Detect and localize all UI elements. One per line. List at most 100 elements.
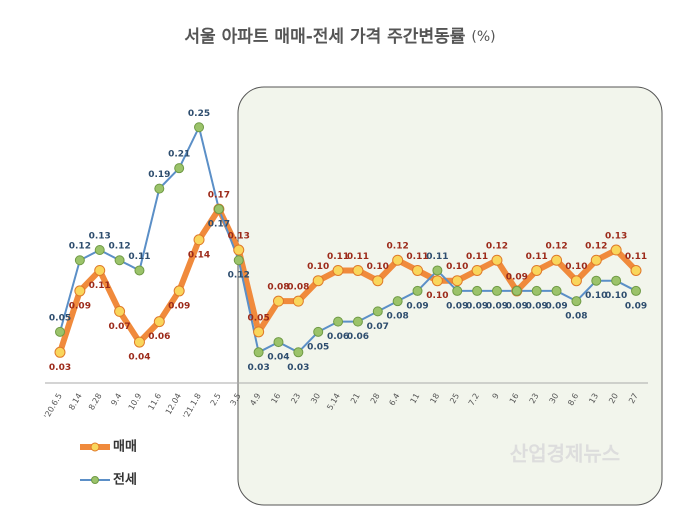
value-label: 0.07	[367, 322, 389, 332]
x-tick-label: 23	[289, 392, 302, 405]
marker	[570, 275, 582, 287]
x-tick-label: 9.4	[109, 392, 123, 408]
value-label: 0.08	[267, 283, 289, 293]
marker	[194, 122, 205, 133]
value-label: 0.07	[108, 322, 130, 332]
value-label: 0.09	[168, 301, 190, 311]
marker	[312, 275, 324, 287]
marker	[352, 316, 363, 327]
marker	[352, 264, 364, 276]
marker	[55, 326, 65, 337]
x-tick-label: 11	[409, 392, 422, 405]
x-tick-label: 30	[309, 392, 322, 405]
value-label: 0.13	[605, 232, 627, 242]
watermark: 산업경제뉴스	[510, 442, 620, 466]
marker	[134, 265, 145, 276]
value-label: 0.11	[406, 252, 428, 262]
x-tick-label: 9	[491, 392, 501, 401]
value-label: 0.05	[248, 313, 270, 323]
value-label: 0.12	[486, 242, 508, 252]
marker	[412, 264, 424, 276]
marker	[372, 306, 383, 317]
marker	[590, 254, 602, 266]
x-tick-label: 8.14	[67, 392, 84, 412]
value-label: 0.09	[526, 301, 548, 311]
marker	[233, 244, 245, 256]
marker	[551, 285, 562, 296]
marker	[54, 346, 66, 358]
marker	[74, 285, 86, 297]
value-label: 0.03	[49, 363, 71, 373]
title: 서울 아파트 매매-전세 가격 주간변동률	[184, 27, 465, 47]
marker	[452, 285, 463, 296]
chart-title: 서울 아파트 매매-전세 가격 주간변동률 (%)	[184, 27, 495, 47]
value-label: 0.10	[446, 262, 468, 272]
value-label: 0.03	[287, 363, 309, 373]
marker	[253, 347, 264, 358]
x-tick-label: 2.5	[209, 392, 223, 408]
x-tick-label: 23	[528, 392, 541, 405]
value-label: 0.11	[128, 252, 150, 262]
legend-marker	[90, 442, 100, 452]
marker	[293, 347, 304, 358]
marker	[174, 163, 185, 174]
marker	[333, 316, 344, 327]
marker	[511, 285, 522, 296]
value-label: 0.09	[545, 301, 567, 311]
marker	[611, 275, 622, 286]
marker	[591, 275, 602, 286]
marker	[631, 285, 641, 296]
value-label: 0.17	[208, 220, 230, 230]
value-label: 0.11	[466, 252, 488, 262]
marker	[531, 285, 542, 296]
legend-label: 매매	[113, 440, 137, 455]
x-tick-label: 28	[369, 392, 382, 405]
x-tick-label: 10.9	[127, 392, 144, 412]
x-tick-label: 12.04	[164, 392, 183, 416]
marker	[173, 285, 185, 297]
x-tick-label: 27	[627, 392, 640, 405]
value-label: 0.04	[128, 353, 150, 363]
value-label: 0.09	[486, 301, 508, 311]
marker	[114, 305, 126, 317]
marker	[610, 244, 622, 256]
marker	[491, 285, 502, 296]
marker	[213, 204, 224, 215]
value-label: 0.10	[585, 291, 607, 301]
value-label: 0.03	[248, 363, 270, 373]
value-label: 0.14	[188, 250, 210, 260]
value-label: 0.10	[367, 262, 389, 272]
legend-marker	[91, 476, 99, 484]
x-tick-label: 21	[349, 392, 362, 405]
value-label: 0.06	[347, 332, 369, 342]
value-label: 0.09	[446, 301, 468, 311]
marker	[94, 264, 106, 276]
marker	[412, 285, 423, 296]
value-label: 0.11	[89, 281, 111, 291]
value-label: 0.11	[625, 252, 647, 262]
marker	[272, 295, 284, 307]
marker	[133, 336, 145, 348]
marker	[233, 255, 244, 266]
value-label: 0.12	[585, 242, 607, 252]
x-tick-label: 25	[448, 392, 461, 405]
x-tick-label: '20.6.5	[42, 392, 64, 420]
value-label: 0.09	[466, 301, 488, 311]
x-tick-label: 30	[548, 392, 561, 405]
x-tick-label: 20	[607, 392, 620, 405]
marker	[94, 245, 105, 256]
marker	[471, 264, 483, 276]
value-label: 0.09	[69, 301, 91, 311]
x-tick-label: 11.6	[147, 392, 164, 412]
marker	[273, 337, 284, 348]
value-label: 0.11	[347, 252, 369, 262]
x-tick-label: 18	[428, 392, 441, 405]
marker	[332, 264, 344, 276]
marker	[372, 275, 384, 287]
value-label: 0.09	[406, 301, 428, 311]
marker	[114, 255, 125, 266]
x-tick-label: 16	[508, 392, 521, 405]
marker	[292, 295, 304, 307]
marker	[392, 296, 403, 307]
